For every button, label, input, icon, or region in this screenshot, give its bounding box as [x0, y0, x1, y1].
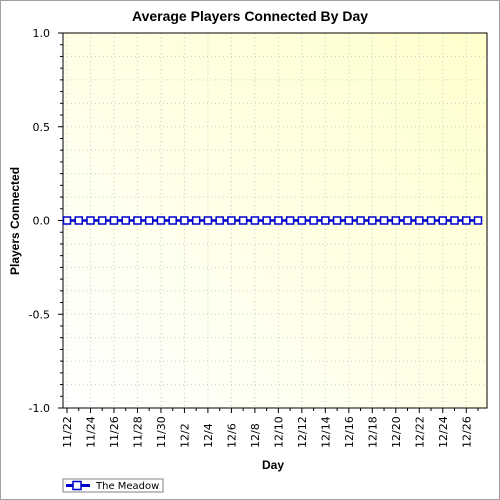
- data-point: [403, 216, 412, 225]
- data-point: [227, 216, 236, 225]
- x-tick-label: 11/24: [84, 416, 97, 448]
- legend-box: [62, 478, 164, 493]
- data-point: [344, 216, 354, 225]
- data-point: [97, 216, 107, 225]
- data-point: [321, 216, 330, 225]
- x-tick-label: 12/10: [272, 416, 285, 448]
- data-point: [438, 216, 448, 225]
- y-tick-label: -1.0: [29, 402, 50, 415]
- data-point: [297, 216, 307, 225]
- x-tick-label: 11/28: [131, 416, 144, 448]
- data-point: [462, 216, 471, 225]
- x-tick-label: 11/26: [108, 416, 121, 448]
- data-point: [250, 216, 260, 225]
- x-tick-label: 12/26: [460, 416, 473, 448]
- data-point: [415, 216, 424, 225]
- y-tick-label: 0.0: [33, 215, 51, 228]
- y-tick-label: 1.0: [33, 27, 51, 40]
- data-point: [473, 216, 483, 225]
- data-point: [356, 216, 365, 225]
- data-point: [180, 216, 189, 225]
- data-point: [191, 216, 201, 225]
- data-point: [368, 216, 377, 225]
- x-tick-label: 12/18: [366, 416, 379, 448]
- x-tick-label: 12/20: [390, 416, 403, 448]
- data-point: [391, 216, 401, 225]
- data-point: [62, 216, 72, 225]
- x-tick-label: 12/14: [319, 416, 332, 448]
- data-point: [133, 216, 142, 225]
- data-point: [426, 216, 436, 225]
- data-point: [215, 216, 224, 225]
- x-axis-label: Day: [262, 458, 284, 472]
- chart-title: Average Players Connected By Day: [132, 8, 368, 24]
- y-axis-label: Players Connected: [8, 167, 22, 275]
- x-tick-label: 12/4: [202, 423, 215, 448]
- data-point: [168, 216, 177, 225]
- data-point: [74, 216, 83, 225]
- data-point: [86, 216, 95, 225]
- data-point: [238, 216, 248, 225]
- y-tick-labels: 1.0 0.5 0.0 -0.5 -1.0: [29, 27, 50, 415]
- legend-label: The Meadow: [95, 481, 159, 492]
- data-point: [332, 216, 342, 225]
- x-tick-label: 11/30: [155, 416, 168, 448]
- y-tick-label: -0.5: [29, 308, 50, 321]
- data-point: [156, 216, 166, 225]
- x-tick-label: 12/24: [437, 416, 450, 448]
- legend: The Meadow: [62, 478, 164, 493]
- data-point: [379, 216, 389, 225]
- data-point: [203, 216, 213, 225]
- legend-swatch-marker: [72, 480, 82, 491]
- axes: [58, 32, 488, 413]
- data-point: [450, 216, 459, 225]
- data-point: [309, 216, 318, 225]
- x-tick-label: 12/16: [343, 416, 356, 448]
- x-tick-label: 12/8: [249, 423, 262, 448]
- x-tick-labels: 11/22 11/24 11/26 11/28 11/30 12/2 12/4 12/6 12/…: [61, 416, 473, 448]
- x-tick-label: 12/2: [178, 423, 191, 448]
- data-point: [121, 216, 130, 225]
- x-tick-label: 11/22: [61, 416, 74, 448]
- data-point: [274, 216, 283, 225]
- x-tick-label: 12/22: [413, 416, 426, 448]
- y-tick-label: 0.5: [33, 121, 51, 134]
- data-point: [109, 216, 119, 225]
- x-tick-label: 12/6: [225, 423, 238, 448]
- data-point: [285, 216, 295, 225]
- series: [62, 216, 483, 225]
- data-point: [262, 216, 271, 225]
- x-tick-label: 12/12: [296, 416, 309, 448]
- data-point: [144, 216, 154, 225]
